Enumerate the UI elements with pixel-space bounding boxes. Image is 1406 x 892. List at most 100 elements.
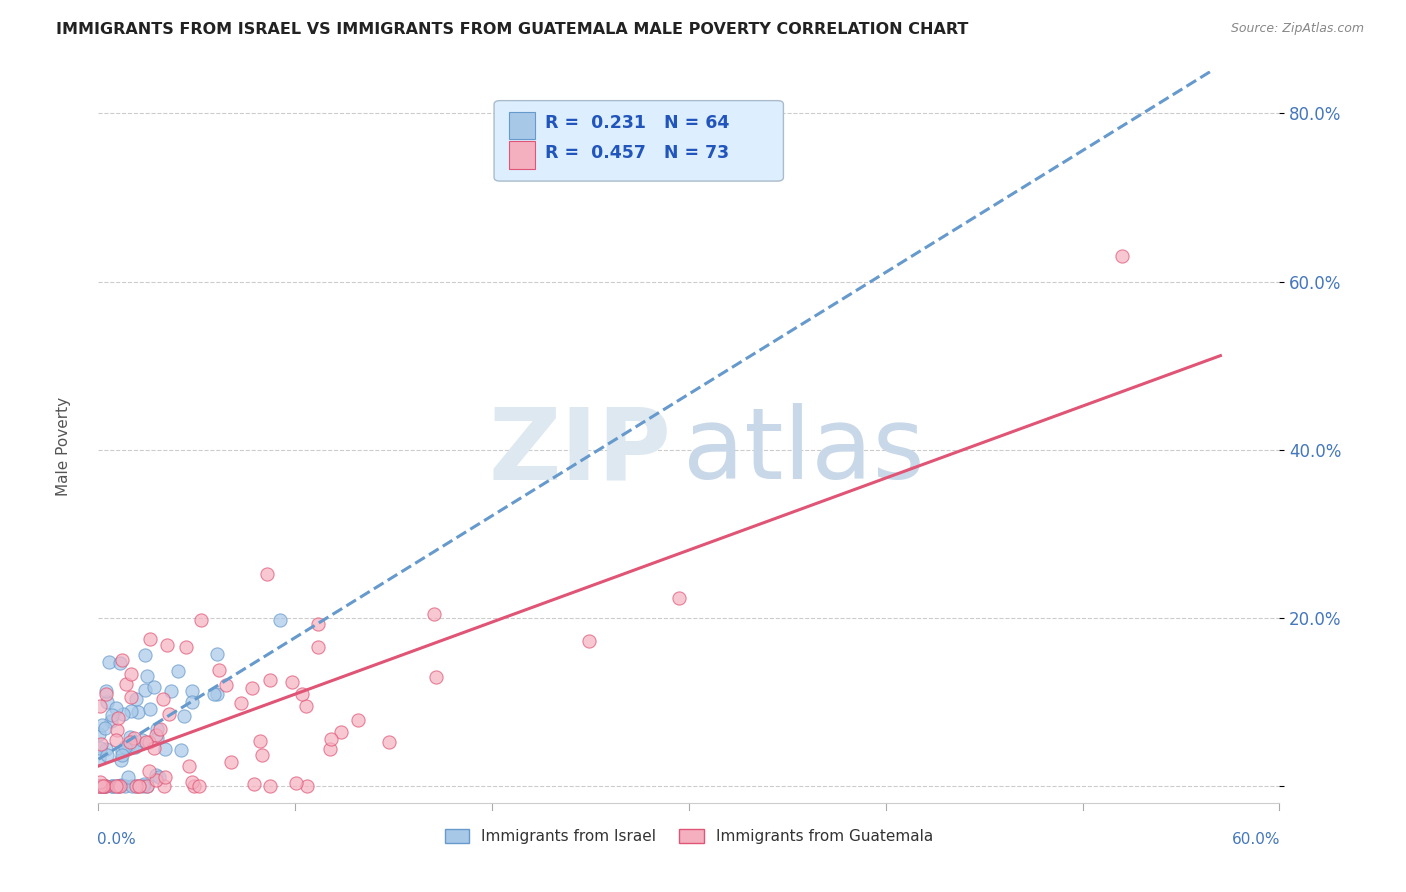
Text: ZIP: ZIP	[488, 403, 671, 500]
Point	[94, 721, 117, 735]
Point	[111, 652, 134, 666]
Point	[108, 779, 131, 793]
Point	[91, 779, 114, 793]
Point	[121, 779, 143, 793]
Point	[134, 648, 156, 663]
Point	[215, 678, 238, 692]
Point	[145, 773, 167, 788]
Point	[124, 779, 146, 793]
Point	[131, 732, 153, 747]
Point	[89, 779, 111, 793]
Point	[120, 690, 142, 704]
FancyBboxPatch shape	[509, 141, 536, 169]
Point	[93, 779, 115, 793]
Text: 0.0%: 0.0%	[97, 832, 136, 847]
Point	[107, 779, 129, 793]
Point	[173, 709, 195, 723]
Point	[136, 779, 159, 793]
Point	[125, 691, 148, 706]
Point	[104, 779, 127, 793]
Point	[1111, 249, 1133, 263]
Point	[111, 744, 134, 758]
Point	[157, 707, 180, 722]
Point	[128, 779, 150, 793]
Point	[422, 607, 444, 622]
Point	[114, 677, 136, 691]
Point	[295, 698, 318, 713]
Point	[138, 764, 160, 779]
Point	[167, 665, 190, 679]
Point	[179, 759, 201, 773]
Point	[285, 775, 308, 789]
Point	[281, 675, 304, 690]
Point	[96, 695, 118, 709]
Point	[187, 779, 209, 793]
Point	[89, 775, 111, 789]
Point	[139, 632, 162, 646]
Point	[347, 713, 370, 727]
Point	[205, 687, 228, 701]
Text: R =  0.457   N = 73: R = 0.457 N = 73	[546, 144, 728, 161]
Point	[101, 779, 124, 793]
Point	[319, 742, 342, 756]
Point	[156, 638, 179, 652]
Point	[94, 684, 117, 698]
Point	[205, 647, 228, 661]
Point	[93, 779, 115, 793]
Point	[134, 682, 156, 697]
Point	[142, 681, 165, 695]
Point	[259, 673, 281, 687]
Point	[132, 779, 155, 793]
Point	[91, 717, 114, 731]
Point	[89, 751, 111, 765]
Point	[108, 656, 131, 670]
Point	[117, 770, 139, 784]
Point	[183, 779, 205, 793]
FancyBboxPatch shape	[494, 101, 783, 181]
Point	[190, 613, 212, 627]
Point	[142, 740, 165, 755]
Point	[111, 707, 134, 722]
Point	[229, 696, 252, 710]
Point	[89, 698, 111, 713]
Point	[108, 779, 131, 793]
Point	[291, 687, 314, 701]
Point	[111, 748, 134, 763]
Point	[117, 739, 139, 754]
Point	[181, 684, 204, 698]
Point	[668, 591, 690, 605]
Point	[100, 714, 122, 729]
Point	[155, 741, 177, 756]
Text: R =  0.231   N = 64: R = 0.231 N = 64	[546, 114, 730, 132]
FancyBboxPatch shape	[509, 112, 536, 139]
Point	[249, 733, 271, 747]
Point	[124, 739, 146, 754]
Point	[136, 779, 159, 793]
Point	[152, 692, 174, 706]
Text: 60.0%: 60.0%	[1232, 832, 1281, 847]
Point	[104, 779, 127, 793]
Point	[114, 779, 136, 793]
Point	[90, 779, 112, 793]
Point	[105, 723, 128, 738]
Point	[259, 779, 281, 793]
Text: IMMIGRANTS FROM ISRAEL VS IMMIGRANTS FROM GUATEMALA MALE POVERTY CORRELATION CHA: IMMIGRANTS FROM ISRAEL VS IMMIGRANTS FRO…	[56, 22, 969, 37]
Point	[136, 669, 159, 683]
Point	[174, 640, 197, 655]
Point	[160, 684, 183, 698]
Point	[122, 731, 145, 745]
Point	[125, 779, 148, 793]
Point	[128, 779, 150, 793]
Point	[170, 742, 193, 756]
Point	[94, 742, 117, 756]
Point	[181, 775, 204, 789]
Point	[96, 747, 118, 762]
Point	[87, 727, 110, 741]
Point	[243, 777, 266, 791]
Point	[145, 728, 167, 742]
Point	[96, 687, 118, 701]
Point	[256, 567, 278, 582]
Point	[107, 711, 129, 725]
Point	[101, 779, 124, 793]
Point	[153, 779, 176, 793]
